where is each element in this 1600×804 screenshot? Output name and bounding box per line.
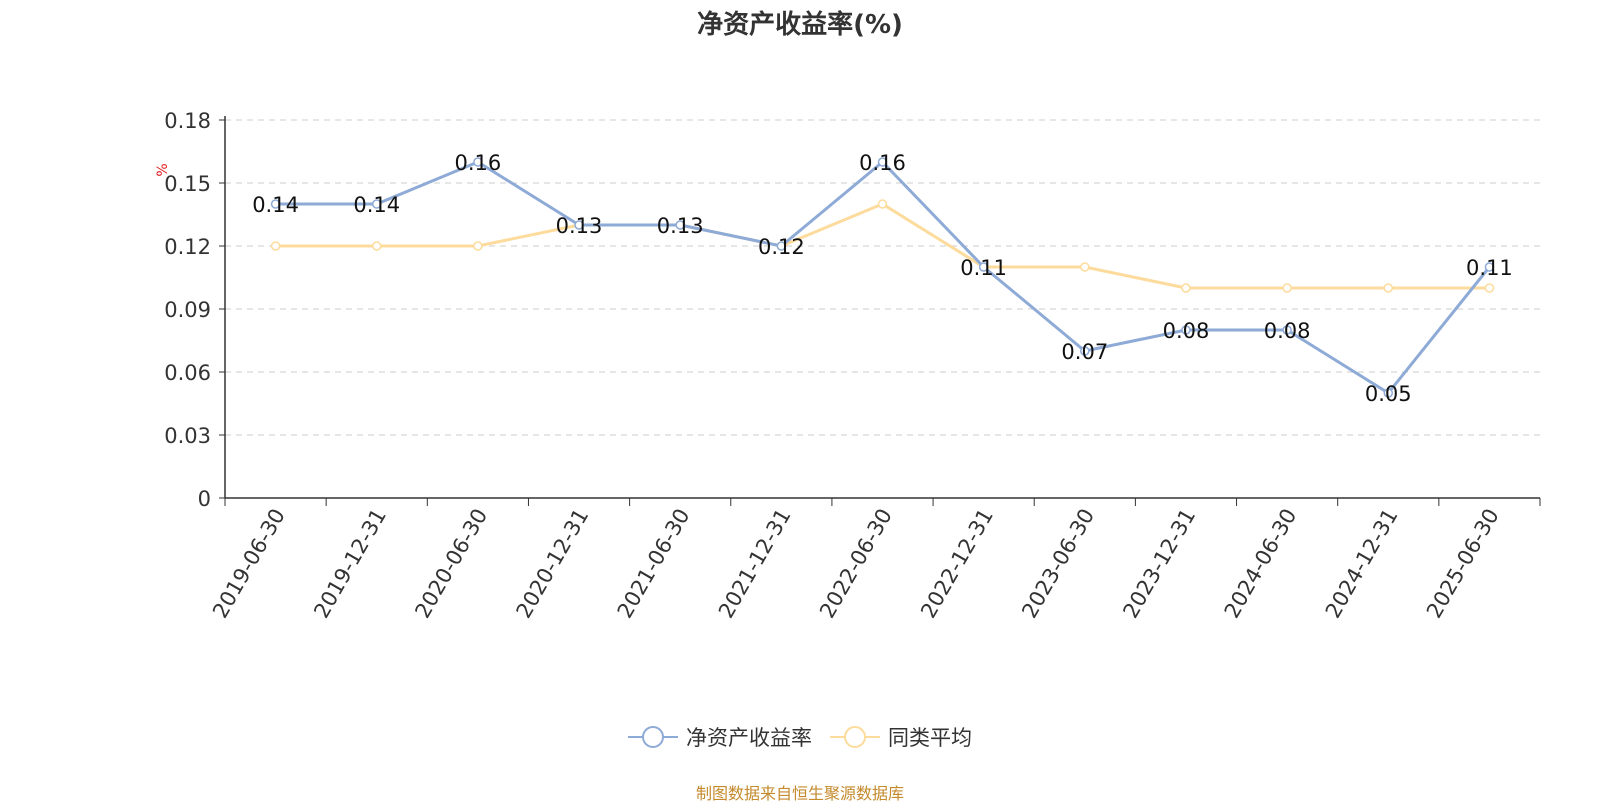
data-point-series2 — [473, 241, 483, 251]
data-point-series2 — [1484, 283, 1495, 293]
data-point-series1 — [1181, 325, 1191, 335]
y-tick-label: 0.12 — [164, 235, 211, 259]
y-axis-label: % — [155, 163, 171, 176]
y-tick-label: 0.06 — [164, 361, 211, 385]
data-label: 0.14 — [252, 193, 299, 217]
data-label: 0.16 — [859, 151, 906, 175]
data-point-series1 — [473, 157, 483, 167]
data-label: 0.12 — [758, 235, 805, 259]
chart-title: 净资产收益率(%) — [697, 10, 903, 40]
data-point-series2 — [1282, 283, 1292, 293]
data-point-series2 — [371, 241, 382, 251]
data-point-series1 — [776, 241, 787, 251]
data-label: 0.13 — [657, 214, 704, 238]
data-label: 0.08 — [1264, 319, 1311, 343]
data-point-series1 — [978, 262, 989, 272]
x-tick-label: 2021-06-30 — [613, 505, 695, 623]
data-label: 0.07 — [1061, 340, 1108, 364]
data-label: 0.11 — [1466, 256, 1513, 280]
x-tick-label: 2021-12-31 — [714, 505, 796, 623]
chart-legend: 净资产收益率 同类平均 — [0, 722, 1600, 752]
legend-item-series2[interactable]: 同类平均 — [830, 722, 972, 752]
data-point-series2 — [270, 241, 281, 251]
legend-label-series2: 同类平均 — [888, 726, 972, 750]
y-tick-label: 0.03 — [164, 424, 211, 448]
data-point-series1 — [1080, 346, 1090, 356]
data-label: 0.11 — [960, 256, 1007, 280]
x-tick-label: 2019-06-30 — [208, 505, 290, 623]
data-point-series1 — [1383, 388, 1394, 398]
data-point-series1 — [1484, 262, 1495, 272]
data-point-series1 — [675, 220, 685, 230]
data-point-series1 — [877, 157, 888, 167]
x-tick-label: 2020-06-30 — [410, 505, 492, 623]
legend-item-series1[interactable]: 净资产收益率 — [628, 722, 812, 752]
data-point-series2 — [1383, 283, 1394, 293]
data-point-series1 — [270, 199, 281, 209]
data-source-note: 制图数据来自恒生聚源数据库 — [695, 784, 904, 803]
data-point-series1 — [574, 220, 584, 230]
x-tick-label: 2024-12-31 — [1321, 505, 1403, 623]
legend-circle-icon-series2 — [830, 726, 880, 748]
legend-label-series1: 净资产收益率 — [686, 726, 812, 750]
x-tick-label: 2022-06-30 — [815, 505, 897, 623]
y-tick-label: 0.18 — [164, 109, 211, 133]
x-tick-label: 2020-12-31 — [512, 505, 594, 623]
data-label: 0.13 — [556, 214, 603, 238]
data-label: 0.08 — [1163, 319, 1210, 343]
legend-circle-icon-series1 — [628, 726, 678, 748]
x-tick-label: 2022-12-31 — [916, 504, 998, 622]
y-tick-label: 0.15 — [164, 172, 211, 196]
data-label: 0.14 — [353, 193, 400, 217]
series-line-1 — [275, 160, 1491, 395]
data-point-series1 — [371, 199, 382, 209]
data-label: 0.05 — [1365, 382, 1412, 406]
data-point-series1 — [1282, 325, 1292, 335]
data-point-series2 — [1181, 283, 1191, 293]
x-tick-label: 2024-06-30 — [1220, 505, 1302, 623]
x-tick-label: 2019-12-31 — [309, 505, 391, 623]
x-tick-label: 2025-06-30 — [1422, 505, 1504, 623]
data-label: 0.16 — [455, 151, 502, 175]
x-tick-label: 2023-06-30 — [1017, 505, 1099, 623]
data-point-series2 — [877, 199, 888, 209]
x-tick-label: 2023-12-31 — [1118, 505, 1200, 623]
y-tick-label: 0 — [198, 487, 211, 511]
data-point-series2 — [1080, 262, 1090, 272]
y-tick-label: 0.09 — [164, 298, 211, 322]
